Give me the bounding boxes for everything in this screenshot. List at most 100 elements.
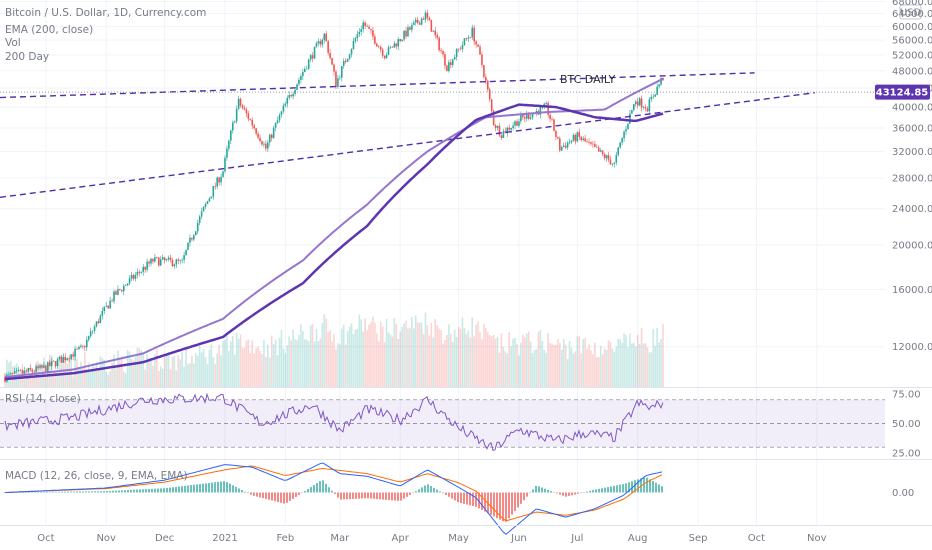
candle-body [8,373,10,375]
candle-body [401,39,403,42]
volume-bar [590,350,592,387]
macd-hist-bar [166,487,168,493]
rsi-axis[interactable]: 25.00 50.00 75.00 [892,389,921,459]
macd-hist-bar [250,492,252,495]
candle-body [126,283,129,286]
macd-hist-bar [220,481,222,493]
macd-hist-bar [433,487,435,493]
macd-hist-bar [58,491,60,493]
macd-hist-bar [529,492,531,494]
volume-bar [516,344,518,387]
currency-badge[interactable]: USD [899,4,922,20]
volume-bar [228,350,230,387]
candle-body [397,39,400,47]
macd-hist-bar [364,492,366,499]
vol-legend: Vol [5,37,21,49]
candle-body [206,201,209,205]
volume-bar [652,328,655,387]
candle-body [568,142,571,143]
volume-bar [191,355,193,387]
candle-body [319,41,322,45]
volume-bar [196,355,199,387]
time-axis[interactable]: Oct Nov Dec 2021 Feb Mar Apr May Jun Jul Aug Sep Oct… [37,533,826,544]
macd-hist-bar [145,489,147,493]
volume-bar [463,328,466,387]
volume-bar [399,331,401,387]
volume-bar [525,333,528,387]
volume-bar [535,349,538,387]
candle-body [148,261,150,264]
candle-body [405,30,407,37]
volume-bar [403,323,405,387]
volume-bar [146,354,148,387]
volume-bar [481,339,483,387]
volume-bar [327,332,329,387]
volume-bar [523,337,526,387]
volume-bar [93,366,96,387]
volume-bar [586,348,588,387]
macd-hist-bar [481,492,483,510]
macd-hist-bar [70,491,72,493]
rsi-pane[interactable]: 25.00 50.00 75.00 RSI (14, close) [0,389,921,460]
price-axis[interactable]: 12000.00 16000.00 20000.00 24000.00 28000.00… [892,0,932,353]
candle-body [109,300,111,309]
macd-hist-bar [322,480,324,493]
macd-hist-bar [622,484,624,493]
candle-body [35,366,37,372]
volume-bar [268,357,271,387]
macd-pane[interactable]: 0.00 MACD (12, 26, close, 9, EMA, EMA) [4,462,914,535]
candle-body [459,48,462,50]
candle-body [525,114,528,119]
macd-hist-bar [274,492,276,502]
candle-body [156,257,158,258]
ma-legend: 200 Day [5,51,49,63]
macd-hist-bar [475,492,477,507]
candle-body [409,27,411,30]
volume-bar [315,328,318,387]
macd-hist-bar [550,491,552,493]
macd-hist-bar [64,491,66,493]
macd-hist-bar [412,492,414,494]
macd-hist-bar [358,492,360,499]
candle-body [165,259,168,261]
candle-body [391,46,394,48]
volume-bar [650,352,653,387]
macd-hist-bar [97,491,99,493]
volume-bar [208,349,211,387]
volume-bar [198,343,201,387]
candle-body [251,120,254,126]
symbol-title: Bitcoin / U.S. Dollar, 1D, Currency.com [5,7,206,19]
candle-body [483,65,485,77]
candle-body [477,44,479,47]
volume-bar [171,357,174,387]
volume-bar [222,340,224,387]
time-tick-label: Sep [689,533,708,544]
candle-body [237,98,240,109]
macd-axis[interactable]: 0.00 [892,488,914,499]
candle-body [208,198,211,202]
volume-bar [78,367,80,387]
candle-body [298,79,300,85]
volume-bar [485,327,487,387]
volume-bar [551,343,553,387]
time-tick-label: Aug [628,533,648,544]
rsi-legend: RSI (14, close) [5,393,81,405]
macd-hist-bar [589,490,591,493]
time-tick-label: Oct [748,533,765,544]
volume-bar [33,372,36,387]
macd-hist-bar [454,492,456,501]
volume-bar [346,330,349,387]
macd-hist-bar [73,491,75,493]
volume-bar [173,355,176,387]
candle-body [270,134,273,138]
candle-body [317,41,320,44]
price-pane[interactable]: 12000.00 16000.00 20000.00 24000.00 28000.00… [0,0,932,525]
volume-bar [440,330,442,387]
volume-bar [280,330,283,387]
candle-body [10,372,12,374]
chart-legend[interactable]: Bitcoin / U.S. Dollar, 1D, Currency.com … [5,7,206,63]
macd-hist-bar [568,492,570,496]
volume-bar [286,344,289,387]
candle-body [169,257,172,261]
